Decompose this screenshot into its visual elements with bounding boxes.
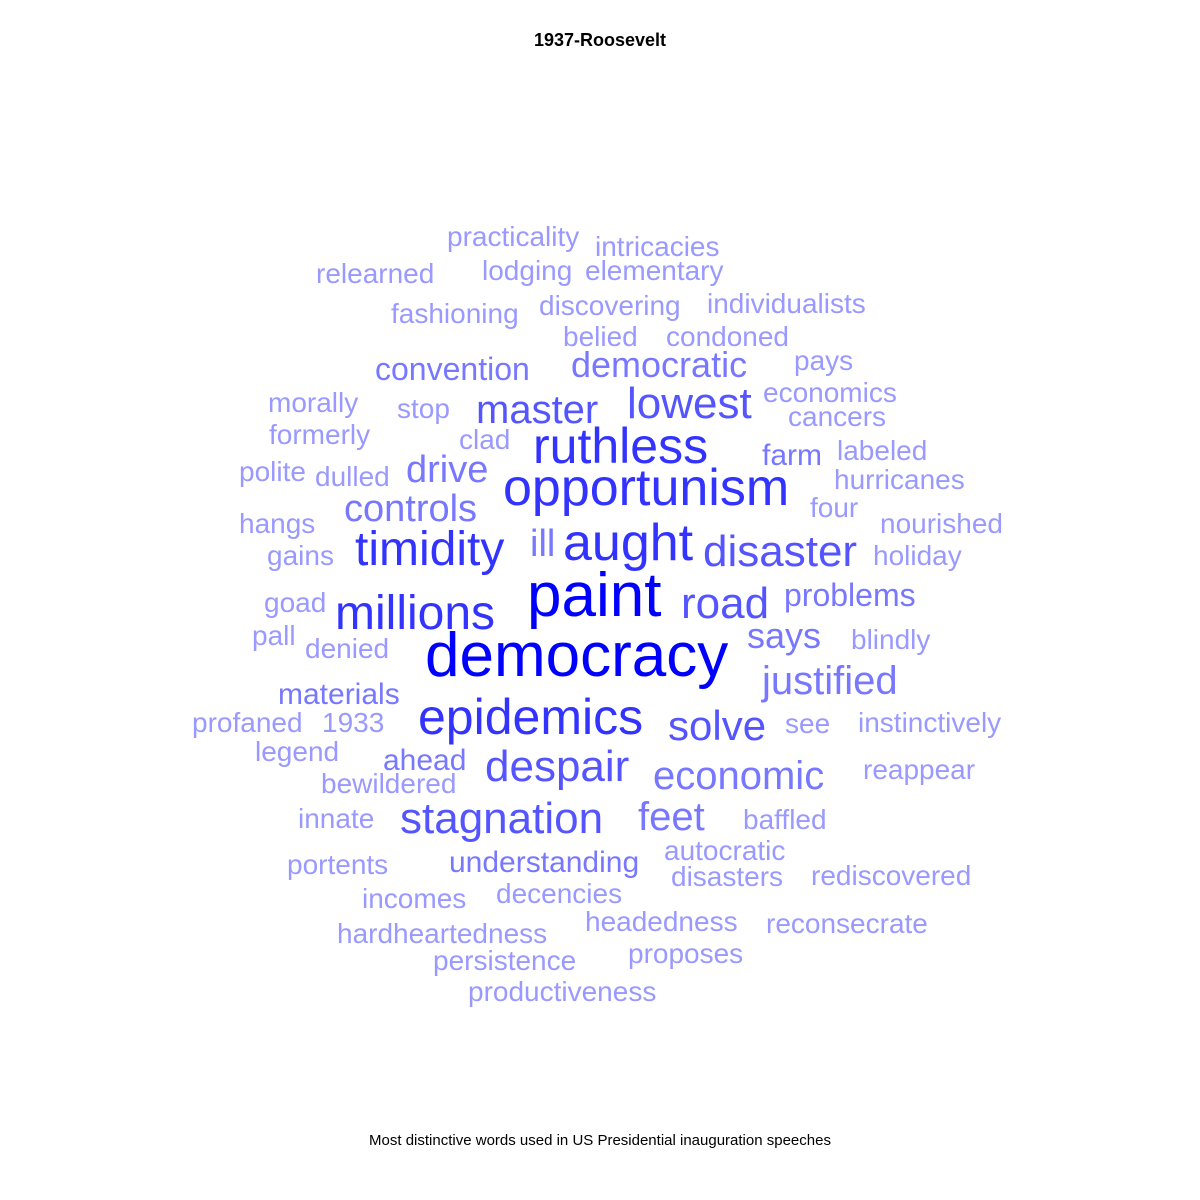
word-polite: polite bbox=[239, 456, 306, 487]
word-lodging: lodging bbox=[482, 255, 572, 286]
word-blindly: blindly bbox=[851, 624, 930, 655]
word-epidemics: epidemics bbox=[418, 689, 643, 745]
word-ruthless: ruthless bbox=[533, 418, 708, 474]
word-headedness: headedness bbox=[585, 906, 738, 937]
word-discovering: discovering bbox=[539, 290, 681, 321]
word-controls: controls bbox=[344, 488, 477, 530]
word-hangs: hangs bbox=[239, 508, 315, 539]
word-ill: ill bbox=[530, 523, 555, 565]
word-relearned: relearned bbox=[316, 258, 434, 289]
word-solve: solve bbox=[668, 702, 766, 749]
word-reappear: reappear bbox=[863, 754, 975, 785]
word-feet: feet bbox=[638, 795, 705, 839]
word-opportunism: opportunism bbox=[503, 459, 789, 517]
word-ahead: ahead bbox=[383, 744, 466, 777]
word-dulled: dulled bbox=[315, 461, 390, 492]
chart-title: 1937-Roosevelt bbox=[533, 30, 667, 50]
word-road: road bbox=[681, 579, 769, 628]
word-stop: stop bbox=[397, 393, 450, 424]
word-incomes: incomes bbox=[362, 883, 466, 914]
word-reconsecrate: reconsecrate bbox=[766, 908, 928, 939]
word-paint: paint bbox=[527, 561, 661, 630]
word-autocratic: autocratic bbox=[664, 835, 785, 866]
word-disasters: disasters bbox=[671, 861, 783, 892]
word-hurricanes: hurricanes bbox=[834, 464, 965, 495]
word-productiveness: productiveness bbox=[468, 976, 656, 1007]
word-democratic: democratic bbox=[571, 344, 747, 385]
word-stagnation: stagnation bbox=[400, 794, 603, 843]
word-decencies: decencies bbox=[496, 878, 622, 909]
word-aught: aught bbox=[563, 514, 694, 572]
word-intricacies: intricacies bbox=[595, 231, 719, 262]
word-clad: clad bbox=[459, 424, 510, 455]
chart-caption: Most distinctive words used in US Presid… bbox=[369, 1132, 831, 1149]
word-morally: morally bbox=[268, 387, 358, 418]
word-materials: materials bbox=[278, 678, 400, 711]
word-condoned: condoned bbox=[666, 321, 789, 352]
word-democracy: democracy bbox=[425, 621, 728, 690]
word-practicality: practicality bbox=[447, 221, 579, 252]
word-proposes: proposes bbox=[628, 938, 743, 969]
word-pays: pays bbox=[794, 345, 853, 376]
word-says: says bbox=[747, 615, 821, 656]
word-farm: farm bbox=[762, 439, 822, 472]
word-millions: millions bbox=[335, 587, 495, 640]
word-profaned: profaned bbox=[192, 707, 303, 738]
word-fashioning: fashioning bbox=[391, 298, 519, 329]
word-gains: gains bbox=[267, 540, 334, 571]
word-see: see bbox=[785, 708, 830, 739]
word-timidity: timidity bbox=[355, 523, 504, 576]
word-individualists: individualists bbox=[707, 288, 866, 319]
word-formerly: formerly bbox=[269, 419, 370, 450]
word-rediscovered: rediscovered bbox=[811, 860, 971, 891]
word-disaster: disaster bbox=[703, 527, 857, 576]
word-economic: economic bbox=[653, 754, 824, 798]
word-denied: denied bbox=[305, 633, 389, 664]
word-instinctively: instinctively bbox=[858, 707, 1001, 738]
word-nourished: nourished bbox=[880, 508, 1003, 539]
word-goad: goad bbox=[264, 587, 326, 618]
word-persistence: persistence bbox=[433, 945, 576, 976]
word-lowest: lowest bbox=[627, 379, 752, 428]
word-belied: belied bbox=[563, 321, 638, 352]
word-baffled: baffled bbox=[743, 804, 827, 835]
word-understanding: understanding bbox=[449, 846, 639, 879]
word-master: master bbox=[476, 388, 598, 432]
word-holiday: holiday bbox=[873, 540, 962, 571]
word-innate: innate bbox=[298, 803, 374, 834]
word-four: four bbox=[810, 492, 858, 523]
word-hardheartedness: hardheartedness bbox=[337, 918, 547, 949]
word-justified: justified bbox=[761, 659, 898, 703]
word-drive: drive bbox=[406, 449, 488, 491]
word-despair: despair bbox=[485, 742, 629, 791]
word-bewildered: bewildered bbox=[321, 768, 456, 799]
word-labeled: labeled bbox=[837, 435, 927, 466]
word-elementary: elementary bbox=[585, 255, 724, 286]
word-convention: convention bbox=[375, 351, 530, 387]
word-cancers: cancers bbox=[788, 401, 886, 432]
word-legend: legend bbox=[255, 736, 339, 767]
word-problems: problems bbox=[784, 577, 916, 613]
word-portents: portents bbox=[287, 849, 388, 880]
word-1933: 1933 bbox=[322, 707, 384, 738]
word-economics: economics bbox=[763, 377, 897, 408]
word-pall: pall bbox=[252, 620, 296, 651]
